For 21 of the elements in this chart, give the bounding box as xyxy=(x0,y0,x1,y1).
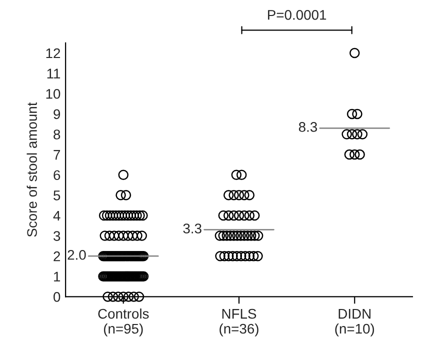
y-tick-label: 12 xyxy=(46,48,60,58)
y-tick-label: 1 xyxy=(54,272,60,282)
y-tick-label: 10 xyxy=(46,88,60,99)
y-tick-label: 3 xyxy=(54,231,60,241)
text: P=0.0001 xyxy=(268,10,326,20)
annotation: 2.0 xyxy=(68,250,86,260)
annotation: 3.3 xyxy=(183,224,202,234)
y-axis-title: Score of stool amount xyxy=(26,102,37,237)
y-tick-label: 11 xyxy=(47,68,60,78)
y-tick-label: 6 xyxy=(54,170,60,180)
y-tick-label: 0 xyxy=(54,292,60,302)
y-tick-label: 9 xyxy=(54,109,60,120)
y-tick-label: 8 xyxy=(54,130,60,140)
y-tick-label: 7 xyxy=(54,150,60,160)
annotation: 8.3 xyxy=(298,122,318,132)
y-tick-label: 2 xyxy=(54,251,60,262)
y-tick-label: 4 xyxy=(53,210,60,221)
x-tick-label: DIDN (n=10) xyxy=(335,309,374,336)
x-tick-label: Controls (n=95) xyxy=(98,308,149,336)
x-tick-label: NFLS (n=36) xyxy=(220,308,258,336)
y-tick-label: 5 xyxy=(54,190,60,200)
